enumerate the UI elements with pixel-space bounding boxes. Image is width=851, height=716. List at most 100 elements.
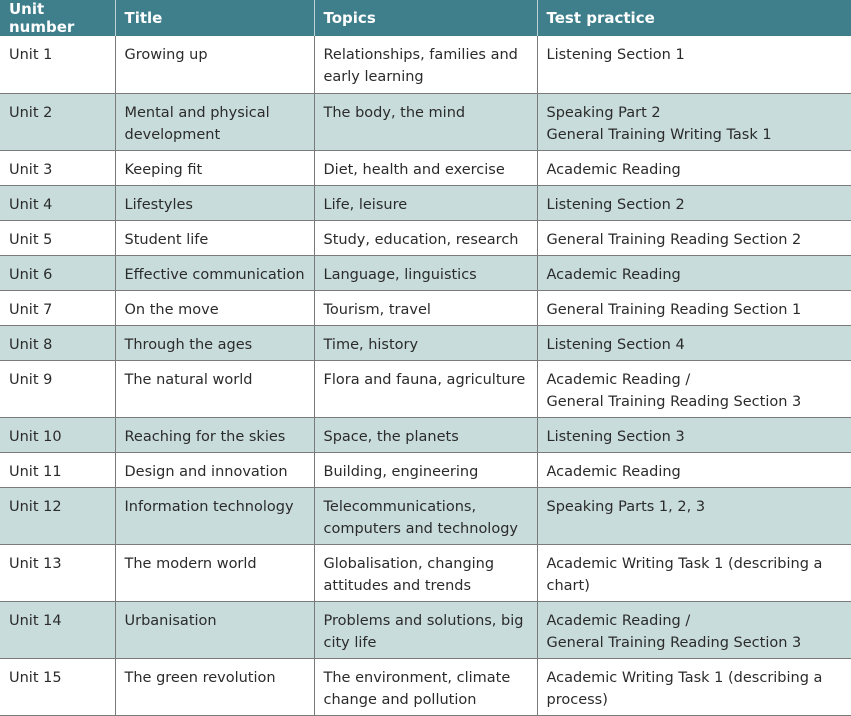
unit-number-cell: Unit 9 — [0, 360, 116, 418]
test-practice-line: Speaking Part 2 — [546, 104, 661, 121]
test-practice-cell: General Training Reading Section 2 — [537, 220, 851, 256]
unit-number-cell: Unit 12 — [0, 487, 116, 545]
table-row: Unit 2 Mental and physical development The … — [0, 93, 851, 151]
title-line: Effective communication — [124, 266, 305, 283]
topics-line: Time, history — [323, 336, 419, 353]
topics-cell: Tourism, travel — [314, 290, 538, 326]
topics-cell: Flora and fauna, agriculture — [314, 360, 538, 418]
test-practice-line: Academic Reading — [546, 463, 681, 480]
title-cell: The natural world — [115, 360, 315, 418]
test-practice-cell: Speaking Part 2 General Training Writing … — [537, 93, 851, 151]
topics-line: Tourism, travel — [323, 301, 431, 318]
table-row: Unit 8 Through the ages Time, history Liste… — [0, 325, 851, 361]
table-row: Unit 9 The natural world Flora and fauna, … — [0, 360, 851, 418]
unit-number-cell: Unit 7 — [0, 290, 116, 326]
topics-cell: Problems and solutions, big city life — [314, 601, 538, 659]
topics-cell: Time, history — [314, 325, 538, 361]
topics-line: Study, education, research — [323, 231, 519, 248]
table-row: Unit 15 The green revolution The environme… — [0, 658, 851, 716]
title-cell: Keeping fit — [115, 150, 315, 186]
unit-number-cell: Unit 6 — [0, 255, 116, 291]
table-body: Unit 1 Growing up Relationships, families … — [0, 36, 851, 716]
table-row: Unit 5 Student life Study, education, rese… — [0, 220, 851, 256]
topics-line: change and pollution — [323, 691, 477, 708]
topics-line: Life, leisure — [323, 196, 408, 213]
topics-cell: Relationships, families and early learnin… — [314, 36, 538, 94]
test-practice-cell: Listening Section 2 — [537, 185, 851, 221]
title-line: Reaching for the skies — [124, 428, 286, 445]
test-practice-cell: Listening Section 1 — [537, 36, 851, 94]
unit-number-cell: Unit 2 — [0, 93, 116, 151]
header-topics: Topics — [314, 0, 538, 36]
topics-cell: The environment, climate change and pollu… — [314, 658, 538, 716]
test-practice-cell: Academic Reading / General Training Readi… — [537, 360, 851, 418]
title-line: The modern world — [124, 555, 257, 572]
title-line: Through the ages — [124, 336, 253, 353]
topics-line: Diet, health and exercise — [323, 161, 505, 178]
table-row: Unit 3 Keeping fit Diet, health and exerci… — [0, 150, 851, 186]
test-practice-line: General Training Reading Section 2 — [546, 231, 802, 248]
test-practice-line: General Training Reading Section 3 — [546, 393, 802, 410]
topics-cell: The body, the mind — [314, 93, 538, 151]
table-header: Unit number Title Topics Test practice — [0, 0, 851, 36]
title-line: Growing up — [124, 47, 208, 63]
test-practice-line: Listening Section 4 — [546, 336, 685, 353]
title-cell: Lifestyles — [115, 185, 315, 221]
header-unit-number: Unit number — [0, 0, 116, 36]
test-practice-line: Academic Writing Task 1 (describing a — [546, 555, 823, 572]
title-cell: On the move — [115, 290, 315, 326]
title-cell: The modern world — [115, 544, 315, 602]
table-row: Unit 11 Design and innovation Building, en… — [0, 452, 851, 488]
test-practice-line: Listening Section 2 — [546, 196, 685, 213]
title-cell: Urbanisation — [115, 601, 315, 659]
test-practice-line: General Training Writing Task 1 — [546, 126, 772, 143]
test-practice-line: chart) — [546, 577, 590, 594]
title-line: development — [124, 126, 221, 143]
topics-line: Problems and solutions, big — [323, 612, 524, 629]
topics-cell: Life, leisure — [314, 185, 538, 221]
topics-line: Globalisation, changing — [323, 555, 495, 572]
topics-line: Space, the planets — [323, 428, 459, 445]
title-cell: Effective communication — [115, 255, 315, 291]
table-row: Unit 13 The modern world Globalisation, ch… — [0, 544, 851, 602]
test-practice-cell: Academic Reading — [537, 255, 851, 291]
unit-number-cell: Unit 8 — [0, 325, 116, 361]
header-test-practice: Test practice — [537, 0, 851, 36]
title-line: The natural world — [124, 371, 253, 388]
test-practice-cell: General Training Reading Section 1 — [537, 290, 851, 326]
topics-line: early learning — [323, 69, 424, 85]
topics-cell: Study, education, research — [314, 220, 538, 256]
topics-line: Relationships, families and — [323, 47, 518, 63]
test-practice-line: General Training Reading Section 3 — [546, 634, 802, 651]
table-row: Unit 4 Lifestyles Life, leisure Listening S… — [0, 185, 851, 221]
table-row: Unit 10 Reaching for the skies Space, the … — [0, 417, 851, 453]
unit-number-cell: Unit 11 — [0, 452, 116, 488]
test-practice-line: Academic Reading — [546, 266, 681, 283]
test-practice-cell: Academic Reading — [537, 150, 851, 186]
topics-line: The environment, climate — [323, 669, 511, 686]
test-practice-cell: Academic Writing Task 1 (describing a cha… — [537, 544, 851, 602]
topics-cell: Language, linguistics — [314, 255, 538, 291]
table-row: Unit 7 On the move Tourism, travel General … — [0, 290, 851, 326]
topics-cell: Diet, health and exercise — [314, 150, 538, 186]
unit-number-cell: Unit 15 — [0, 658, 116, 716]
topics-line: attitudes and trends — [323, 577, 472, 594]
test-practice-cell: Academic Writing Task 1 (describing a pro… — [537, 658, 851, 716]
table-row: Unit 6 Effective communication Language, l… — [0, 255, 851, 291]
unit-number-cell: Unit 14 — [0, 601, 116, 659]
test-practice-cell: Academic Reading / General Training Readi… — [537, 601, 851, 659]
unit-number-cell: Unit 3 — [0, 150, 116, 186]
title-line: Information technology — [124, 498, 294, 515]
title-cell: Growing up — [115, 36, 315, 94]
table-row: Unit 12 Information technology Telecommuni… — [0, 487, 851, 545]
test-practice-line: General Training Reading Section 1 — [546, 301, 802, 318]
title-line: Lifestyles — [124, 196, 193, 213]
topics-line: Building, engineering — [323, 463, 479, 480]
title-cell: Mental and physical development — [115, 93, 315, 151]
title-line: The green revolution — [124, 669, 276, 686]
topics-cell: Telecommunications, computers and technol… — [314, 487, 538, 545]
test-practice-line: process) — [546, 691, 608, 708]
title-line: Mental and physical — [124, 104, 270, 121]
test-practice-line: Speaking Parts 1, 2, 3 — [546, 498, 706, 515]
